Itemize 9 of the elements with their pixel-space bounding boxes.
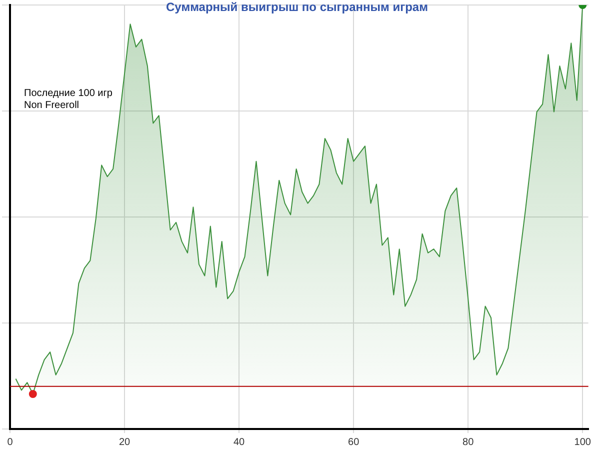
- chart-title: Суммарный выигрыш по сыгранным играм: [165, 0, 429, 14]
- x-tick-label: 20: [118, 436, 131, 448]
- x-tick-label: 0: [7, 436, 14, 448]
- x-tick-label: 40: [233, 436, 246, 448]
- x-tick-label: 80: [462, 436, 474, 448]
- annotation: Последние 100 игр: [24, 88, 112, 100]
- x-tick-label: 100: [574, 436, 592, 448]
- annotation: Non Freeroll: [24, 100, 80, 112]
- x-tick-label: 60: [348, 436, 360, 448]
